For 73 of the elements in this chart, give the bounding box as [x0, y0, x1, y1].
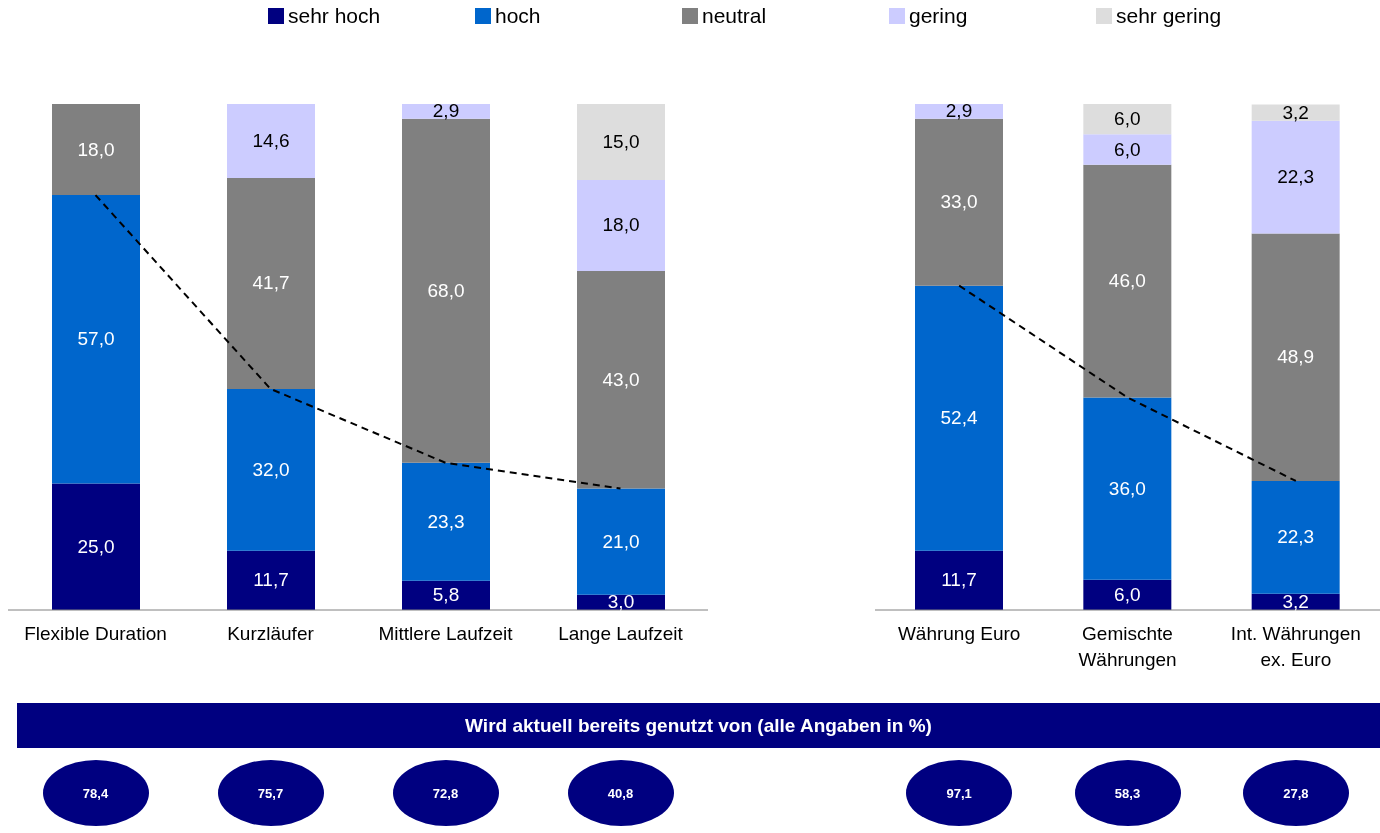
data-label: 48,9 [1277, 346, 1315, 368]
bar [1083, 104, 1172, 135]
data-label: 11,7 [253, 569, 289, 591]
text: 78,4 [42, 760, 149, 826]
legend-label: sehr gering [1116, 4, 1222, 28]
x-tick-label: Int. Währungen ex. Euro [1230, 623, 1361, 670]
data-label: 22,3 [1277, 526, 1315, 548]
data-label: 57,0 [77, 328, 115, 350]
bar [1083, 134, 1172, 165]
data-label: 5,8 [432, 584, 460, 606]
bar [577, 488, 665, 595]
text: 58,3 [1074, 760, 1181, 826]
data-label: 36,0 [1108, 477, 1146, 499]
bar [915, 285, 1003, 551]
bar [52, 483, 140, 610]
bar [1083, 164, 1172, 398]
legend-label: gering [909, 4, 968, 28]
text: 27,8 [1242, 760, 1349, 826]
data-label: 68,0 [427, 279, 465, 301]
x-tick-label: Gemischte Währungen [1078, 623, 1177, 670]
data-label: 21,0 [602, 530, 640, 552]
bar [52, 104, 140, 196]
data-label: 6,0 [1114, 583, 1141, 605]
bar [1083, 397, 1172, 580]
bar [1251, 480, 1340, 594]
data-label: 23,3 [427, 510, 465, 532]
bar [1251, 120, 1340, 234]
data-label: 2,9 [945, 100, 973, 122]
data-label: 33,0 [940, 191, 978, 213]
x-tick-label: Kurzläufer [227, 623, 315, 644]
data-label: 2,9 [432, 100, 460, 122]
bar [577, 179, 665, 271]
bar [227, 388, 315, 551]
text: Wird aktuell bereits genutzt von (alle Angaben in %) [17, 703, 1380, 748]
data-label: 11,7 [941, 569, 977, 591]
data-label: 3,0 [607, 591, 635, 613]
bar [915, 550, 1003, 610]
text: 75,7 [217, 760, 324, 826]
data-label: 6,0 [1114, 108, 1141, 130]
x-tick-label: Währung Euro [897, 623, 1021, 644]
data-label: 46,0 [1108, 270, 1146, 292]
bar [227, 550, 315, 610]
data-label: 22,3 [1277, 166, 1315, 188]
legend-label: hoch [495, 4, 541, 28]
text: 97,1 [906, 760, 1013, 826]
text: 72,8 [392, 760, 499, 826]
bar [402, 118, 490, 463]
data-label: 6,0 [1114, 138, 1141, 160]
legend-label: sehr hoch [288, 4, 381, 28]
x-tick-label: Mittlere Laufzeit [378, 623, 514, 644]
bar [1251, 233, 1340, 481]
data-label: 3,2 [1282, 101, 1309, 123]
bar [915, 118, 1003, 286]
text: 40,8 [567, 760, 674, 826]
bar [227, 177, 315, 389]
bar [402, 462, 490, 581]
data-label: 52,4 [940, 407, 978, 429]
bar [52, 195, 140, 484]
data-label: 43,0 [602, 368, 640, 390]
data-label: 15,0 [602, 130, 640, 152]
data-label: 41,7 [252, 272, 290, 294]
data-label: 25,0 [77, 535, 115, 557]
bar [577, 104, 665, 180]
x-tick-label: Flexible Duration [24, 623, 167, 644]
data-label: 32,0 [252, 458, 290, 480]
bar [577, 270, 665, 489]
data-label: 3,2 [1282, 590, 1309, 612]
x-tick-label: Lange Laufzeit [558, 623, 684, 644]
data-label: 18,0 [77, 138, 115, 160]
legend-label: neutral [702, 4, 767, 28]
data-label: 18,0 [602, 214, 640, 236]
data-label: 14,6 [252, 129, 290, 151]
bar [227, 104, 315, 178]
